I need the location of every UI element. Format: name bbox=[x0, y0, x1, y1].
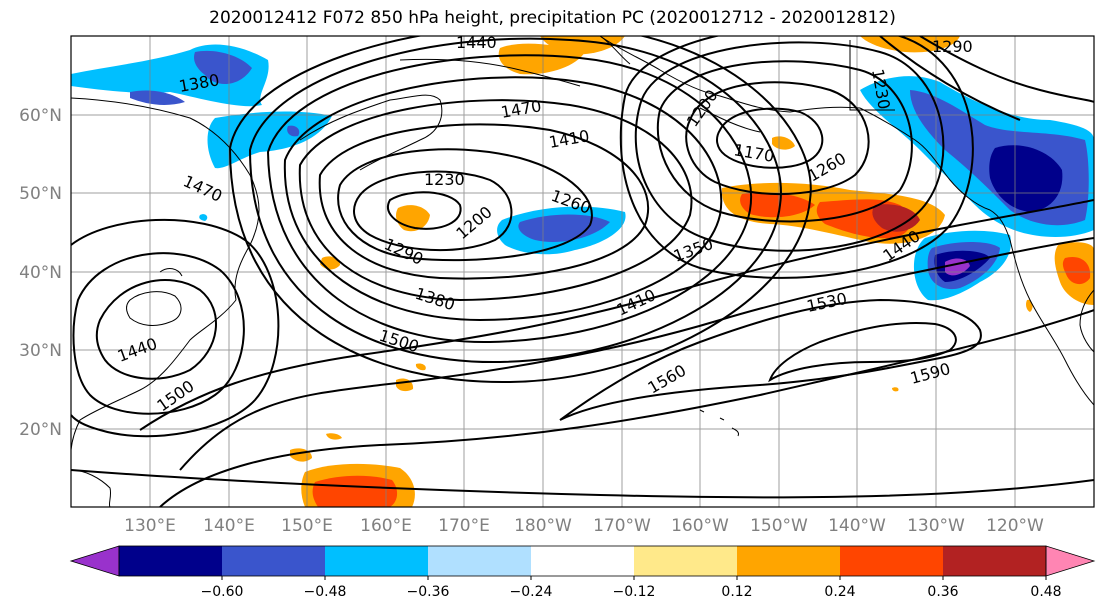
graticule bbox=[71, 36, 1094, 507]
colorbar-segment bbox=[1045, 545, 1096, 577]
colorbar-segment bbox=[325, 546, 429, 576]
lat-label: 60°N bbox=[19, 106, 62, 126]
colorbar-segment bbox=[531, 546, 635, 576]
longitude-labels: 130°E 140°E 150°E 160°E 170°E 180°W 170°… bbox=[124, 516, 1044, 536]
lon-label: 170°W bbox=[593, 516, 651, 536]
colorbar-tick-label: 0.36 bbox=[927, 584, 958, 600]
colorbar-tick-label: −0.12 bbox=[613, 584, 656, 600]
colorbar-tick-label: 0.48 bbox=[1030, 584, 1061, 600]
colorbar-tick-label: −0.24 bbox=[510, 584, 553, 600]
colorbar-tick-label: −0.36 bbox=[407, 584, 450, 600]
lon-label: 180°W bbox=[514, 516, 572, 536]
coastlines bbox=[71, 36, 1094, 507]
lon-label: 120°W bbox=[986, 516, 1044, 536]
lon-label: 160°E bbox=[360, 516, 412, 536]
lat-label: 40°N bbox=[19, 263, 62, 283]
colorbar-segment bbox=[69, 545, 120, 577]
precip-shading bbox=[71, 36, 1094, 507]
lon-label: 140°W bbox=[828, 516, 886, 536]
colorbar-tick-label: −0.48 bbox=[304, 584, 347, 600]
map-frame bbox=[70, 35, 1095, 508]
colorbar-segment bbox=[428, 546, 532, 576]
colorbar-segment bbox=[840, 546, 944, 576]
contour-label: 1290 bbox=[932, 37, 973, 56]
contour-label: 1230 bbox=[424, 170, 465, 189]
lon-label: 170°E bbox=[438, 516, 490, 536]
contour-label: 1440 bbox=[456, 33, 497, 52]
colorbar-ticks: −0.60 −0.48 −0.36 −0.24 −0.12 0.12 0.24 0.36 0.4… bbox=[201, 576, 1062, 600]
colorbar-segment bbox=[943, 546, 1047, 576]
contour-labels: 1440 1380 1470 1410 1200 1170 1230 1290 … bbox=[115, 33, 973, 415]
colorbar-segment bbox=[634, 546, 738, 576]
lon-label: 160°W bbox=[671, 516, 729, 536]
lon-label: 150°E bbox=[281, 516, 333, 536]
colorbar-tick-label: 0.24 bbox=[824, 584, 855, 600]
lon-label: 130°E bbox=[124, 516, 176, 536]
colorbar-segment bbox=[119, 546, 223, 576]
latitude-labels: 60°N 50°N 40°N 30°N 20°N bbox=[19, 106, 62, 440]
lat-label: 30°N bbox=[19, 341, 62, 361]
colorbar-segment bbox=[222, 546, 326, 576]
colorbar-tick-label: −0.60 bbox=[201, 584, 244, 600]
lon-label: 150°W bbox=[750, 516, 808, 536]
colorbar-segments bbox=[69, 545, 1096, 577]
colorbar-segment bbox=[737, 546, 841, 576]
colorbar: −0.60 −0.48 −0.36 −0.24 −0.12 0.12 0.24 0.36 0.4… bbox=[69, 545, 1096, 600]
colorbar-tick-label: 0.12 bbox=[721, 584, 752, 600]
lon-label: 140°E bbox=[203, 516, 255, 536]
map-title: 2020012412 F072 850 hPa height, precipit… bbox=[209, 8, 896, 28]
colorbar-frame bbox=[118, 545, 1047, 577]
map-plot-area: 1440 1380 1470 1410 1200 1170 1230 1290 … bbox=[71, 33, 1094, 507]
lat-label: 50°N bbox=[19, 184, 62, 204]
lon-label: 130°W bbox=[907, 516, 965, 536]
lat-label: 20°N bbox=[19, 420, 62, 440]
